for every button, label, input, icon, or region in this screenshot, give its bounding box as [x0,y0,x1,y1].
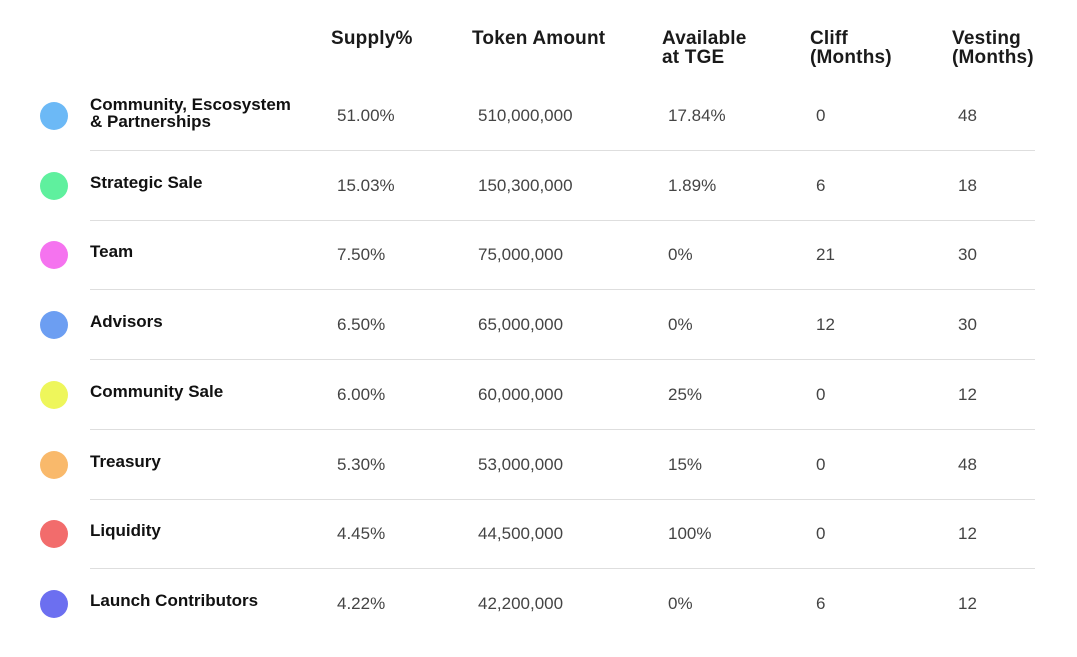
table-cell: 42,200,000 [478,593,564,613]
row-divider [90,289,1035,291]
table-cell: 4.45% [337,524,386,544]
column-header: Vesting [952,28,1021,49]
table-cell: 4.22% [337,593,386,613]
row-label: Liquidity [90,521,161,541]
table-cell: 51.00% [337,106,395,125]
legend-dot [40,380,68,409]
column-header: (Months) [810,47,892,68]
table-cell: 5.30% [337,454,386,474]
row-label: Team [90,242,134,262]
table-cell: 30 [958,315,977,335]
table-cell: 0 [816,106,826,125]
table-cell: 150,300,000 [478,175,573,195]
legend-dot [40,450,68,479]
table-cell: 0% [668,315,693,335]
table-cell: 6.00% [337,384,386,404]
table-cell: 21 [816,245,835,265]
table-cell: 0 [816,524,826,544]
legend-dot [40,171,68,200]
table-cell: 53,000,000 [478,454,564,474]
table-cell: 12 [958,593,977,613]
table-cell: 12 [958,384,977,404]
table-cell: 510,000,000 [478,106,573,125]
row-label: Strategic Sale [90,172,203,192]
table-cell: 0 [816,454,826,474]
row-divider [90,359,1035,361]
column-header: Cliff [810,28,848,49]
table-cell: 18 [958,175,977,195]
table-cell: 1.89% [668,175,717,195]
table-cell: 75,000,000 [478,245,564,265]
column-header: Token Amount [472,28,606,49]
table-cell: 65,000,000 [478,315,564,335]
legend-dot [40,589,68,618]
row-label: Launch Contributors [90,590,259,610]
legend-dot [40,102,68,130]
row-divider [90,428,1035,430]
row-label: Treasury [90,451,161,471]
column-header: (Months) [952,47,1034,68]
legend-dot [40,520,68,549]
legend-dot [40,311,68,340]
table-cell: 6.50% [337,315,386,335]
table-cell: 0% [668,593,693,613]
table-cell: 44,500,000 [478,524,564,544]
table-cell: 12 [958,524,977,544]
row-label: Community Sale [90,381,224,401]
table-cell: 7.50% [337,245,386,265]
table-cell: 48 [958,106,977,125]
table-cell: 15.03% [337,175,395,195]
row-label: & Partnerships [90,111,211,131]
row-divider [90,568,1035,570]
table-cell: 0 [816,384,826,404]
row-label: Advisors [90,312,163,332]
table-cell: 100% [668,524,712,544]
column-header: at TGE [662,47,725,68]
table-cell: 12 [816,315,835,335]
table-cell: 25% [668,384,703,404]
row-divider [90,498,1035,500]
column-header: Available [662,28,747,49]
table-cell: 17.84% [668,106,726,125]
table-cell: 30 [958,245,977,265]
table-cell: 15% [668,454,703,474]
column-header: Supply% [331,28,413,49]
row-label: Community, Escosystem [90,94,291,114]
table-cell: 60,000,000 [478,384,564,404]
table-cell: 6 [816,593,826,613]
table-cell: 6 [816,175,826,195]
row-divider [90,150,1035,151]
table-cell: 0% [668,245,693,265]
legend-dot [40,241,68,270]
row-divider [90,219,1035,221]
table-cell: 48 [958,454,977,474]
